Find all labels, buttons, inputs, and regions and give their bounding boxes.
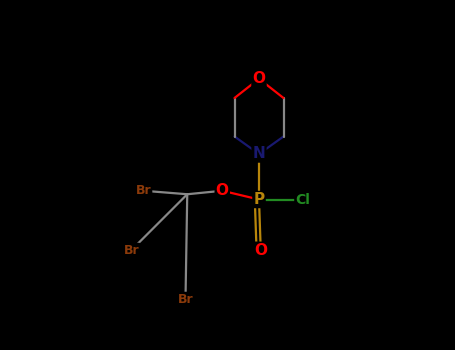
Text: Br: Br <box>178 293 193 306</box>
Text: O: O <box>216 183 229 198</box>
Text: O: O <box>254 243 267 258</box>
Text: Br: Br <box>123 244 139 257</box>
Text: O: O <box>253 71 266 86</box>
Text: Cl: Cl <box>295 193 310 206</box>
Text: N: N <box>253 147 265 161</box>
Text: Br: Br <box>136 184 152 197</box>
Text: P: P <box>253 192 264 207</box>
